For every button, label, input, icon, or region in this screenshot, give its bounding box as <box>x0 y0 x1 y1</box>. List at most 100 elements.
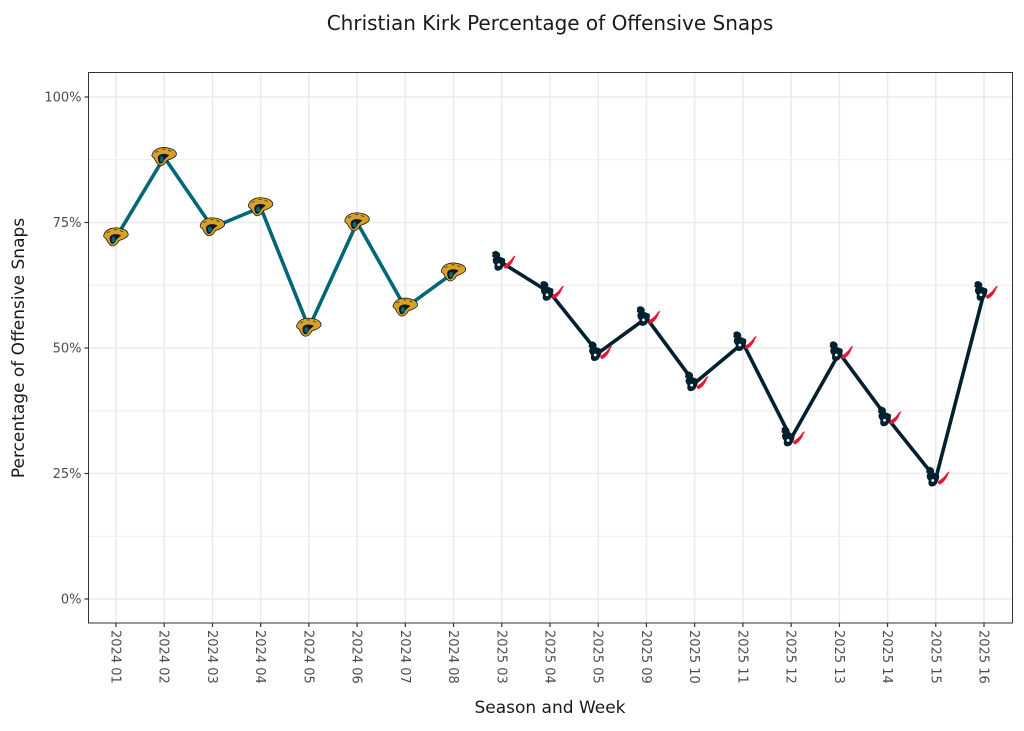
grid <box>88 72 1013 623</box>
jaguar-spots-icon <box>396 299 413 304</box>
jaguar-eye-icon <box>207 226 212 233</box>
texans-bull-head-icon <box>877 406 891 427</box>
texans-horn-icon <box>937 474 948 485</box>
texans-star-icon <box>786 438 790 442</box>
texans-horn-tip-icon <box>608 346 613 351</box>
texans-horn-icon <box>744 338 755 349</box>
x-tick-label: 2024 02 <box>156 630 171 684</box>
texans-horn-icon <box>841 349 852 360</box>
x-tick-label: 2025 03 <box>493 630 508 684</box>
x-tick-label: 2025 09 <box>638 630 653 684</box>
texans-logo-marker <box>877 406 902 427</box>
x-tick-label: 2025 04 <box>542 630 557 684</box>
jaguar-eye-icon <box>111 236 116 243</box>
jaguar-eye-icon <box>304 326 309 333</box>
jaguar-spots-icon <box>444 264 461 269</box>
texans-star-icon <box>738 343 742 347</box>
jaguar-spots-icon <box>251 198 268 203</box>
texans-logo-marker <box>492 251 516 271</box>
x-tick-label: 2025 13 <box>831 630 846 684</box>
texans-bull-head-icon <box>926 466 940 487</box>
x-tick-label: 2024 06 <box>349 630 364 684</box>
texans-horn-tip-icon <box>994 285 998 290</box>
texans-star-icon <box>642 318 645 322</box>
texans-bull-head-icon <box>781 426 795 447</box>
jaguar-spots-icon <box>203 219 220 223</box>
texans-bull-head-icon <box>540 281 554 301</box>
texans-horn-tip-icon <box>945 471 950 476</box>
texans-bull-head-icon <box>588 341 602 362</box>
texans-star-icon <box>979 293 983 297</box>
jaguars-logo-marker <box>392 297 418 317</box>
jaguar-spots-icon <box>299 319 317 324</box>
texans-logo-marker <box>781 426 806 447</box>
jaguars-logo-marker <box>151 147 177 166</box>
x-tick-label: 2025 16 <box>976 630 991 684</box>
x-tick-label: 2025 10 <box>686 630 701 684</box>
texans-logo-marker <box>926 466 950 487</box>
y-axis: 0% 25% 50% 75% 100% <box>44 91 89 608</box>
series-line-jax <box>114 155 456 330</box>
texans-horn-tip-icon <box>849 346 854 351</box>
texans-horn-icon <box>793 434 804 445</box>
texans-horn-icon <box>552 288 562 299</box>
texans-bull-head-icon <box>492 251 506 271</box>
jaguars-logo-marker <box>199 217 226 237</box>
y-tick-label: 50% <box>53 342 82 357</box>
texans-logo-marker <box>974 281 998 301</box>
chart-title: Christian Kirk Percentage of Offensive S… <box>327 11 774 35</box>
texans-star-icon <box>834 353 838 357</box>
jaguars-logo-marker <box>296 317 322 337</box>
y-axis-title: Percentage of Offensive Snaps <box>9 218 29 478</box>
texans-horn-tip-icon <box>511 255 516 260</box>
x-tick-label: 2024 03 <box>204 630 219 684</box>
x-axis: 2024 01 2024 02 2024 03 2024 04 2024 05 2024 … <box>108 623 991 684</box>
texans-logo-marker <box>685 371 709 392</box>
texans-horn-icon <box>648 313 659 324</box>
x-tick-label: 2025 11 <box>734 630 749 684</box>
jaguars-logo-marker <box>344 212 370 232</box>
x-tick-label: 2024 08 <box>445 630 460 684</box>
jaguar-eye-icon <box>352 221 357 228</box>
texans-horn-tip-icon <box>560 285 564 290</box>
texans-horn-icon <box>503 258 514 269</box>
x-tick-label: 2024 01 <box>108 630 123 684</box>
texans-star-icon <box>931 479 935 482</box>
jaguar-spots-icon <box>347 214 365 218</box>
texans-star-icon <box>690 383 694 387</box>
y-tick-label: 0% <box>61 593 82 608</box>
x-tick-label: 2024 05 <box>300 630 315 684</box>
texans-logo-marker <box>636 306 661 326</box>
series-markers <box>103 147 998 487</box>
texans-logo-marker <box>733 331 757 351</box>
x-tick-label: 2025 15 <box>927 630 942 684</box>
texans-star-icon <box>497 263 501 267</box>
x-tick-label: 2025 05 <box>590 630 605 684</box>
texans-bull-head-icon <box>636 306 650 326</box>
texans-horn-tip-icon <box>801 431 806 436</box>
texans-logo-marker <box>540 281 564 301</box>
jaguar-eye-icon <box>256 206 261 213</box>
texans-horn-icon <box>889 414 900 425</box>
texans-horn-tip-icon <box>704 376 709 381</box>
jaguar-spots-icon <box>106 229 124 234</box>
texans-horn-tip-icon <box>897 411 902 416</box>
jaguar-eye-icon <box>449 271 454 278</box>
texans-bull-head-icon <box>733 331 747 351</box>
x-tick-label: 2024 07 <box>397 630 412 684</box>
jaguar-spots-icon <box>155 148 172 153</box>
texans-logo-marker <box>829 341 854 362</box>
texans-horn-icon <box>986 288 996 299</box>
jaguars-logo-marker <box>247 197 274 217</box>
jaguar-eye-icon <box>159 156 164 163</box>
texans-bull-head-icon <box>974 281 988 301</box>
texans-horn-icon <box>600 349 611 360</box>
texans-star-icon <box>883 418 886 422</box>
x-tick-label: 2025 14 <box>879 630 894 684</box>
texans-horn-icon <box>696 379 707 390</box>
x-tick-label: 2025 12 <box>783 630 798 684</box>
texans-logo-marker <box>588 341 613 362</box>
texans-star-icon <box>545 293 549 297</box>
texans-star-icon <box>593 353 597 357</box>
